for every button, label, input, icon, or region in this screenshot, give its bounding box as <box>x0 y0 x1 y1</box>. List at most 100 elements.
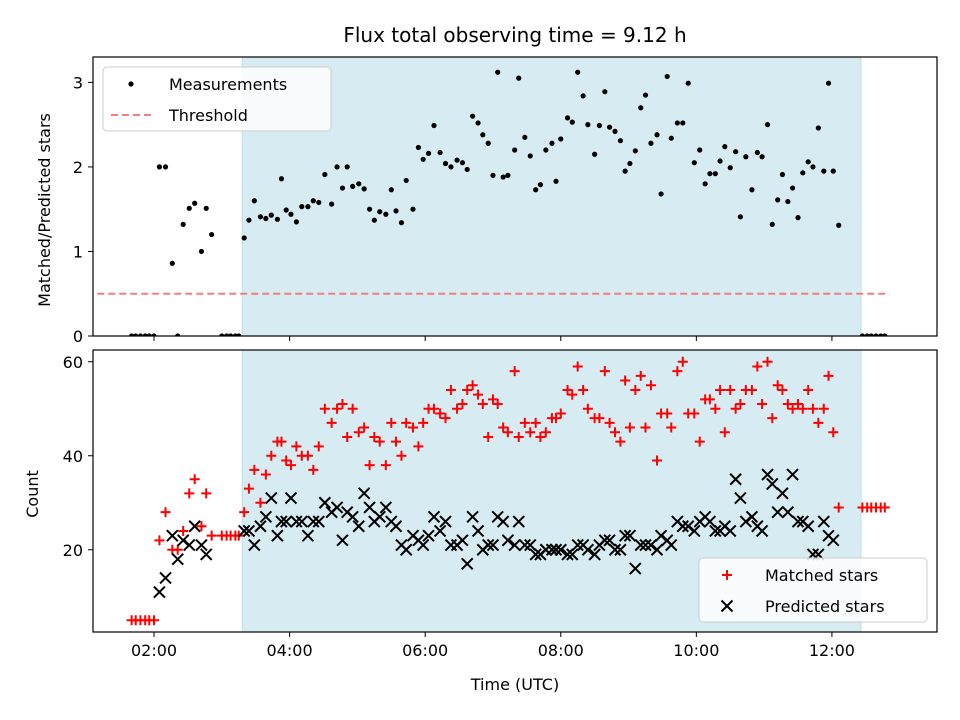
predicted-star-point <box>482 538 495 552</box>
predicted-star-point <box>623 529 637 542</box>
predicted-star-point <box>352 520 365 533</box>
matched-star-point <box>206 530 217 541</box>
measurement-point <box>268 212 274 218</box>
predicted-star-point <box>153 585 166 599</box>
measurement-point <box>712 171 718 177</box>
measurement-point <box>664 73 670 80</box>
measurement-point <box>339 185 346 191</box>
y-tick-label: 3 <box>73 73 83 92</box>
matched-star-point <box>662 408 673 419</box>
measurement-point <box>448 164 454 170</box>
legend-marker-plus <box>722 570 732 580</box>
measurement-point <box>420 156 426 162</box>
matched-star-point <box>407 422 418 433</box>
measurement-point <box>638 105 644 111</box>
predicted-star-point <box>755 524 769 538</box>
matched-star-point <box>767 413 778 424</box>
measurement-point <box>691 160 697 166</box>
measurement-point <box>749 187 755 193</box>
matched-star-point <box>445 384 456 395</box>
predicted-star-point <box>729 473 742 486</box>
measurement-point <box>431 122 437 129</box>
measurement-point <box>146 333 152 336</box>
legend-label: Measurements <box>169 75 287 94</box>
measurement-point <box>775 197 781 203</box>
y-tick-label: 1 <box>73 242 83 261</box>
measurement-point <box>228 333 234 336</box>
predicted-star-point <box>629 562 642 575</box>
measurement-point <box>564 115 571 121</box>
predicted-star-point <box>724 524 737 538</box>
matched-star-point <box>281 455 292 466</box>
predicted-star-point <box>265 491 278 505</box>
matched-star-point <box>645 380 656 391</box>
measurement-point <box>642 92 649 98</box>
measurement-point <box>383 211 389 217</box>
measurement-point <box>209 231 215 238</box>
matched-star-point <box>715 384 726 395</box>
chart-title: Flux total observing time = 9.12 h <box>343 23 686 47</box>
measurement-point <box>658 191 664 197</box>
predicted-star-point <box>295 515 309 528</box>
measurement-point <box>293 219 299 225</box>
measurement-point <box>558 136 564 142</box>
matched-star-point <box>710 403 721 414</box>
predicted-star-point <box>614 543 627 556</box>
measurement-point <box>257 214 264 220</box>
measurement-point <box>836 222 842 228</box>
predicted-star-point <box>554 543 567 556</box>
x-tick-label: 02:00 <box>131 641 177 660</box>
predicted-star-point <box>549 543 563 556</box>
matched-star-point <box>342 431 353 442</box>
measurement-point <box>485 140 491 146</box>
predicted-star-point <box>703 515 717 528</box>
matched-star-point <box>530 417 541 428</box>
measurement-point <box>142 333 148 336</box>
predicted-star-point <box>188 520 201 533</box>
predicted-star-point <box>771 505 784 519</box>
matched-star-point <box>196 521 207 532</box>
predicted-star-point <box>416 538 430 552</box>
measurement-point <box>162 164 169 170</box>
predicted-star-point <box>373 510 386 524</box>
plot-layer: 0 1 2 3 Measurements Threshold 20 40 60 02:00 04:0… <box>63 56 938 660</box>
measurement-point <box>585 122 591 128</box>
measurement-point <box>759 154 765 160</box>
measurement-point <box>329 201 335 207</box>
measurement-point <box>169 260 175 266</box>
matched-star-point <box>467 380 478 391</box>
measurement-point <box>868 333 874 336</box>
measurement-point <box>512 147 518 153</box>
matched-star-point <box>243 483 254 494</box>
predicted-star-point <box>357 487 371 500</box>
measurement-point <box>223 333 230 336</box>
measurement-point <box>553 178 559 184</box>
axes-frame <box>92 56 938 337</box>
predicted-star-point <box>486 538 500 552</box>
matched-star-point <box>562 384 573 395</box>
matched-star-point <box>313 441 324 452</box>
measurement-point <box>654 132 660 138</box>
measurement-point <box>596 122 603 129</box>
measurement-point <box>882 333 888 336</box>
measurement-point <box>377 209 383 215</box>
predicted-star-point <box>195 538 208 552</box>
matched-star-point <box>777 384 788 395</box>
matched-star-point <box>762 356 773 367</box>
matched-star-point <box>782 399 793 410</box>
matched-star-point <box>239 507 250 518</box>
measurement-point <box>470 113 476 119</box>
matched-star-point <box>369 431 380 442</box>
measurement-point <box>459 160 466 166</box>
measurement-point <box>403 177 409 184</box>
predicted-star-point <box>581 543 595 556</box>
measurement-point <box>733 149 739 155</box>
measurement-point <box>754 149 760 156</box>
y-tick-label: 60 <box>63 353 83 372</box>
matched-star-point <box>677 356 688 367</box>
matched-star-point <box>172 544 183 555</box>
measurement-point <box>810 164 816 170</box>
predicted-star-point <box>312 515 325 528</box>
matched-star-point <box>302 450 313 461</box>
